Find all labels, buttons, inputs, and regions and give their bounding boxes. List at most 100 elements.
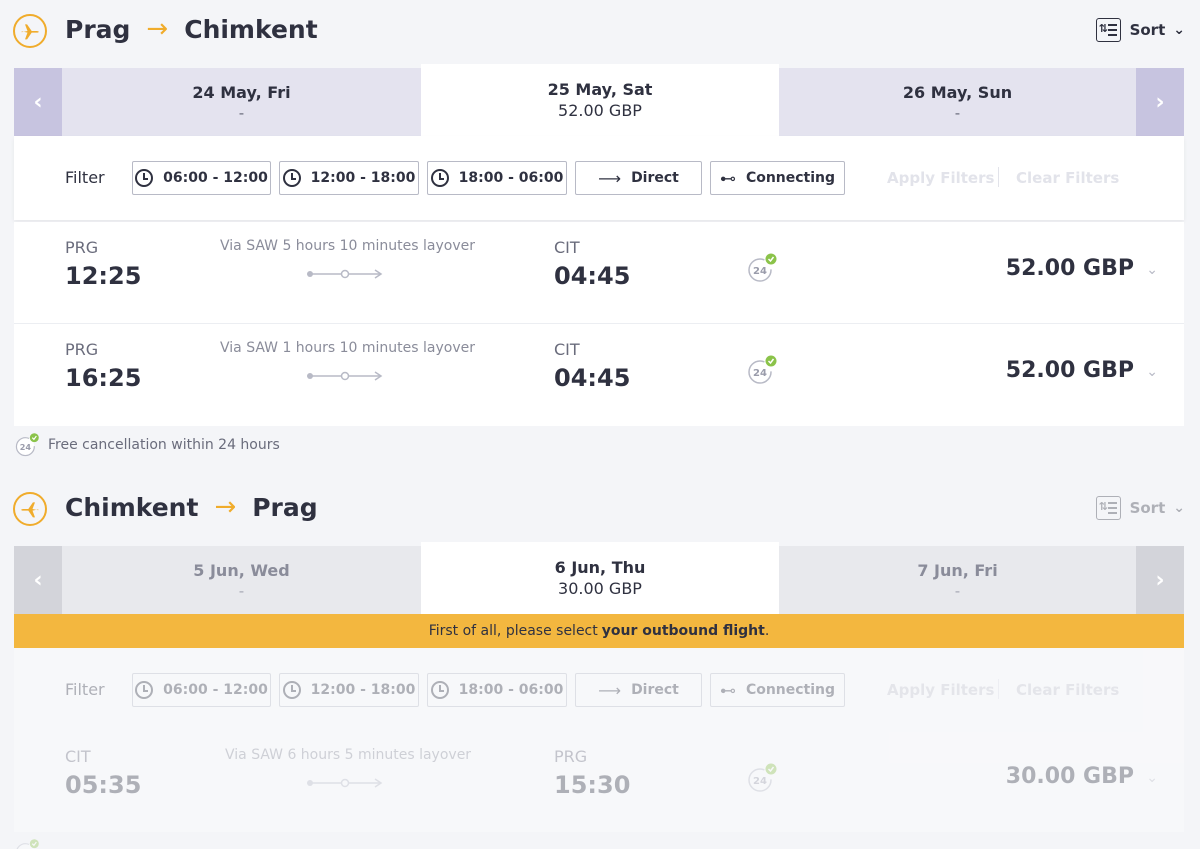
free-cancellation-icon: 24	[15, 433, 39, 457]
filter-connecting-button[interactable]: ⊷ Connecting	[710, 673, 845, 707]
date-price: -	[238, 103, 245, 122]
date-option[interactable]: 7 Jun, Fri -	[779, 546, 1136, 614]
filter-morning-button[interactable]: 06:00 - 12:00	[132, 673, 271, 707]
chip-label: 06:00 - 12:00	[163, 682, 268, 698]
chevron-down-icon: ⌄	[1146, 770, 1158, 786]
flight-row: CIT 05:35 Via SAW 6 hours 5 minutes layo…	[14, 732, 1184, 832]
date-label: 24 May, Fri	[192, 82, 291, 102]
warning-suffix: .	[764, 623, 770, 639]
chip-label: 12:00 - 18:00	[310, 682, 416, 698]
route-arrow-icon: →	[146, 14, 169, 44]
chevron-down-icon[interactable]: ⌄	[1146, 364, 1158, 380]
note-text: Free cancellation within 24 hours	[48, 437, 280, 453]
date-option-selected[interactable]: 25 May, Sat 52.00 GBP	[421, 64, 779, 136]
free-icon-text: 24	[20, 848, 32, 849]
flight-price: 30.00 GBP	[1005, 764, 1134, 789]
free-cancellation-icon: 24	[748, 355, 777, 384]
date-option[interactable]: 24 May, Fri -	[62, 68, 421, 136]
next-date-button[interactable]: ›	[1136, 546, 1184, 614]
departure-code: PRG	[65, 340, 99, 359]
next-date-button[interactable]: ›	[1136, 68, 1184, 136]
prev-date-button[interactable]: ‹	[14, 68, 62, 136]
filter-bar: Filter 06:00 - 12:00 12:00 - 18:00 18:00…	[14, 648, 1184, 732]
filter-afternoon-button[interactable]: 12:00 - 18:00	[279, 673, 419, 707]
chevron-left-icon: ‹	[33, 567, 43, 593]
divider	[998, 679, 999, 699]
date-option[interactable]: 5 Jun, Wed -	[62, 546, 421, 614]
filter-label: Filter	[65, 680, 105, 699]
departure-code: CIT	[65, 747, 91, 766]
free-icon-text: 24	[20, 442, 32, 452]
filter-connecting-button[interactable]: ⊷ Connecting	[710, 161, 845, 195]
layover-info: Via SAW 6 hours 5 minutes layover	[225, 747, 472, 763]
date-option[interactable]: 26 May, Sun -	[779, 68, 1136, 136]
filter-afternoon-button[interactable]: 12:00 - 18:00	[279, 161, 419, 195]
destination-city: Prag	[252, 492, 318, 522]
route-title: Chimkent → Prag	[65, 492, 318, 522]
return-header: Chimkent → Prag Sort ⌄	[0, 478, 1200, 542]
flight-price: 52.00 GBP	[1005, 256, 1134, 281]
free-icon-text: 24	[753, 776, 767, 787]
filter-evening-button[interactable]: 18:00 - 06:00	[427, 161, 567, 195]
route-line-icon	[307, 371, 383, 381]
filter-morning-button[interactable]: 06:00 - 12:00	[132, 161, 271, 195]
date-price: -	[954, 581, 961, 600]
origin-city: Chimkent	[65, 492, 199, 522]
chip-label: Direct	[631, 682, 679, 698]
chip-label: Connecting	[745, 170, 836, 186]
departure-time: 05:35	[65, 771, 142, 799]
outbound-header: Prag → Chimkent Sort ⌄	[0, 0, 1200, 64]
route-line-icon	[307, 778, 383, 788]
filter-direct-button[interactable]: ⟶ Direct	[575, 161, 702, 195]
date-price: 52.00 GBP	[558, 101, 642, 120]
chip-label: Direct	[631, 170, 679, 186]
airplane-icon	[13, 14, 47, 48]
clear-filters-button[interactable]: Clear Filters	[1016, 169, 1120, 187]
date-selector: ‹ 5 Jun, Wed - 6 Jun, Thu 30.00 GBP 7 Ju…	[14, 542, 1184, 614]
chevron-down-icon: ⌄	[1173, 22, 1185, 38]
sort-label: Sort	[1129, 21, 1166, 39]
flight-row[interactable]: PRG 12:25 Via SAW 5 hours 10 minutes lay…	[14, 222, 1184, 324]
sort-button[interactable]: Sort ⌄	[1095, 496, 1185, 520]
date-label: 6 Jun, Thu	[554, 558, 646, 577]
filter-evening-button[interactable]: 18:00 - 06:00	[427, 673, 567, 707]
clock-icon	[282, 681, 301, 699]
chevron-down-icon: ⌄	[1173, 500, 1185, 516]
free-cancellation-note-partial: 24	[14, 838, 48, 849]
connecting-icon: ⊷	[719, 168, 736, 188]
route-arrow-icon: →	[214, 492, 237, 522]
date-label: 7 Jun, Fri	[917, 560, 998, 580]
apply-filters-button[interactable]: Apply Filters	[887, 169, 995, 187]
arrival-code: CIT	[554, 340, 580, 359]
free-cancellation-icon: 24	[748, 253, 777, 282]
route-title: Prag → Chimkent	[65, 14, 318, 44]
filter-bar: Filter 06:00 - 12:00 12:00 - 18:00 18:00…	[14, 136, 1184, 220]
clear-filters-button[interactable]: Clear Filters	[1016, 681, 1120, 699]
flight-row[interactable]: PRG 16:25 Via SAW 1 hours 10 minutes lay…	[14, 324, 1184, 426]
date-label: 5 Jun, Wed	[193, 560, 290, 580]
filter-label: Filter	[65, 168, 105, 187]
airplane-return-icon	[13, 492, 47, 526]
flight-price: 52.00 GBP	[1005, 358, 1134, 383]
chip-label: 12:00 - 18:00	[310, 170, 416, 186]
apply-filters-button[interactable]: Apply Filters	[887, 681, 995, 699]
chip-label: 18:00 - 06:00	[458, 682, 564, 698]
date-price: 30.00 GBP	[558, 579, 642, 598]
sort-button[interactable]: Sort ⌄	[1095, 18, 1185, 42]
date-label: 25 May, Sat	[547, 80, 653, 99]
free-icon-text: 24	[753, 266, 767, 277]
free-cancellation-note: 24 Free cancellation within 24 hours	[14, 432, 280, 458]
arrival-code: PRG	[554, 747, 588, 766]
chip-label: 06:00 - 12:00	[163, 170, 268, 186]
date-option-selected[interactable]: 6 Jun, Thu 30.00 GBP	[421, 542, 779, 614]
chevron-down-icon[interactable]: ⌄	[1146, 262, 1158, 278]
prev-date-button[interactable]: ‹	[14, 546, 62, 614]
origin-city: Prag	[65, 14, 131, 44]
date-selector: ‹ 24 May, Fri - 25 May, Sat 52.00 GBP 26…	[14, 64, 1184, 136]
filter-direct-button[interactable]: ⟶ Direct	[575, 673, 702, 707]
warning-emphasis: your outbound flight	[601, 623, 765, 639]
chevron-right-icon: ›	[1155, 89, 1165, 115]
layover-info: Via SAW 1 hours 10 minutes layover	[220, 340, 475, 356]
chip-label: Connecting	[745, 682, 836, 698]
connecting-icon: ⊷	[719, 680, 736, 700]
